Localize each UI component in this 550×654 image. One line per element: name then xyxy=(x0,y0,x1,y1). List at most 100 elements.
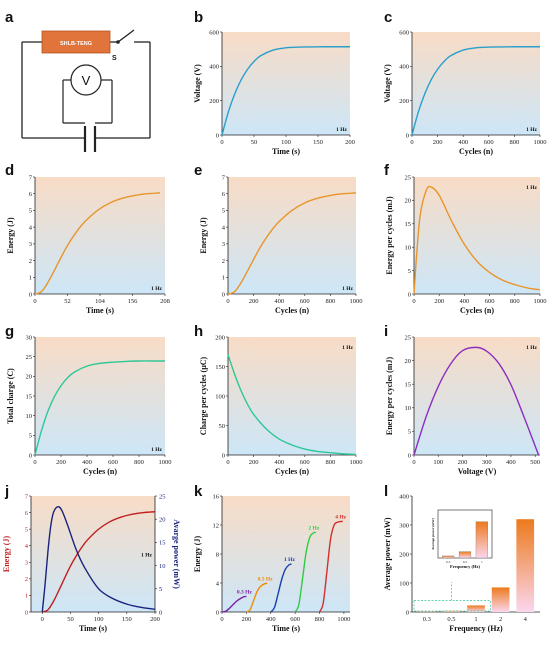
x-tick-label: 1000 xyxy=(337,616,350,623)
y2-tick-label: 0 xyxy=(159,609,162,616)
y-tick-label: 1 xyxy=(29,275,32,282)
y-tick-label: 0 xyxy=(222,291,225,298)
y-tick-label: 10 xyxy=(405,405,412,412)
x-tick-label: 500 xyxy=(530,459,540,466)
plot-background xyxy=(412,32,540,135)
y-tick-label: 20 xyxy=(405,198,412,205)
x-tick-label: 400 xyxy=(266,616,276,623)
x-tick-label: 400 xyxy=(458,139,468,146)
frequency-note: 1 Hz xyxy=(151,286,162,292)
y-tick-label: 0 xyxy=(406,132,409,139)
panel-letter-k: k xyxy=(194,483,203,500)
x-axis-label: Frequency (Hz) xyxy=(449,624,503,633)
x-tick-label: 600 xyxy=(290,616,300,623)
frequency-note: 1 Hz xyxy=(141,552,152,558)
y-axis-label: Voltage (V) xyxy=(193,64,202,103)
y-axis-label: Voltage (V) xyxy=(383,64,392,103)
panel-letter-l: l xyxy=(384,483,388,500)
y-tick-label: 5 xyxy=(29,208,32,215)
x-tick-label: 150 xyxy=(122,616,132,623)
plot-background xyxy=(31,496,155,612)
x-axis-label: Cycles (n) xyxy=(275,467,309,476)
x-tick-label: 0 xyxy=(220,139,223,146)
panel-letter-j: j xyxy=(4,483,9,500)
y-axis-label: Energy (J) xyxy=(199,217,208,254)
y-tick-label: 20 xyxy=(26,374,33,381)
x-tick-label: 400 xyxy=(82,459,92,466)
y-tick-label: 7 xyxy=(222,174,226,181)
y-tick-label: 3 xyxy=(222,241,225,248)
y-tick-label: 150 xyxy=(215,364,225,371)
y-tick-label: 6 xyxy=(25,510,29,517)
y2-tick-label: 15 xyxy=(159,540,166,547)
series-line-1-hz xyxy=(270,563,292,613)
chart-d: 0 52 104 156 208 0 1 2 3 4 5 6 7 Time (s) Energy (J) 1 … xyxy=(6,174,170,315)
x-tick-label: 1000 xyxy=(350,459,363,466)
frequency-note: 1 Hz xyxy=(526,185,537,191)
series-line-0 xyxy=(413,346,540,456)
series-line-0 xyxy=(34,360,165,456)
y-tick-label: 0 xyxy=(408,452,411,459)
y-tick-label: 10 xyxy=(26,413,33,420)
y-tick-label: 15 xyxy=(405,221,412,228)
y-tick-label: 1 xyxy=(25,593,28,600)
plot-background xyxy=(228,177,356,294)
x-tick-label: 0 xyxy=(220,616,223,623)
y-tick-label: 0 xyxy=(25,609,28,616)
x-tick-label: 200 xyxy=(345,139,355,146)
y-tick-label: 4 xyxy=(25,543,29,550)
chart-e: 0 200 400 600 800 1000 0 1 2 3 4 5 6 7 Cycles (n) Energ… xyxy=(199,174,363,315)
switch-lever xyxy=(117,29,135,43)
series-line-0.3-hz xyxy=(221,595,247,613)
y-tick-label: 6 xyxy=(222,191,226,198)
bar-4 xyxy=(516,519,535,612)
x-tick-label: 200 xyxy=(458,459,468,466)
x-tick-label: 600 xyxy=(108,459,118,466)
y-tick-label: 300 xyxy=(399,522,409,529)
y-tick-label: 20 xyxy=(405,358,412,365)
teng-source xyxy=(41,30,111,54)
plot-background xyxy=(35,337,165,455)
x-axis-label: Voltage (V) xyxy=(458,467,497,476)
x-tick-label: 200 xyxy=(249,298,259,305)
y-tick-label: 7 xyxy=(25,493,29,500)
y-tick-label: 5 xyxy=(408,268,411,275)
x-tick-label: 400 xyxy=(274,298,284,305)
y-tick-label: 4 xyxy=(216,580,220,587)
y-tick-label: 0 xyxy=(406,609,409,616)
frequency-note: 1 Hz xyxy=(342,286,353,292)
y-axis-label: Total charge (C) xyxy=(6,368,15,424)
y-tick-label: 200 xyxy=(399,551,409,558)
series-label: 0.5 Hz xyxy=(258,576,274,582)
y-tick-label: 5 xyxy=(25,526,28,533)
y2-tick-label: 20 xyxy=(159,517,166,524)
x-tick-label: 800 xyxy=(510,139,520,146)
chart-f: 0 200 400 600 800 1000 0 5 10 15 20 25 Cycles (n) Ene… xyxy=(385,174,547,315)
series-label: 1 Hz xyxy=(284,557,295,563)
switch-pivot xyxy=(116,40,120,44)
x-tick-label: 1 xyxy=(474,616,477,623)
y2-axis-label: Avarge power (mW) xyxy=(172,519,181,589)
y-axis-label: Energy per cycles (mJ) xyxy=(385,196,394,275)
x-tick-label: 0 xyxy=(226,459,229,466)
y-axis-label: Average power (mW) xyxy=(383,517,392,590)
x-tick-label: 0 xyxy=(226,298,229,305)
x-axis-label: Time (s) xyxy=(79,624,107,633)
bar-1 xyxy=(467,605,485,612)
chart-l: 0 100 200 300 400 0.3 0.5 1 2 4 Frequency (Hz) Aver… xyxy=(383,493,540,633)
bar-0-5 xyxy=(442,610,461,612)
x-tick-label: 52 xyxy=(64,298,71,305)
series-line-0 xyxy=(227,354,357,456)
x-tick-label: 2 xyxy=(499,616,502,623)
panel-letter-i: i xyxy=(384,323,388,340)
y-tick-label: 12 xyxy=(213,522,220,529)
plot-background xyxy=(414,177,540,294)
x-tick-label: 0.5 xyxy=(447,616,455,623)
panel-letter-f: f xyxy=(384,162,390,179)
panel-letter-h: h xyxy=(194,323,203,340)
x-tick-label: 200 xyxy=(56,459,66,466)
inset-x-axis-label: Frequency (Hz) xyxy=(450,564,481,569)
